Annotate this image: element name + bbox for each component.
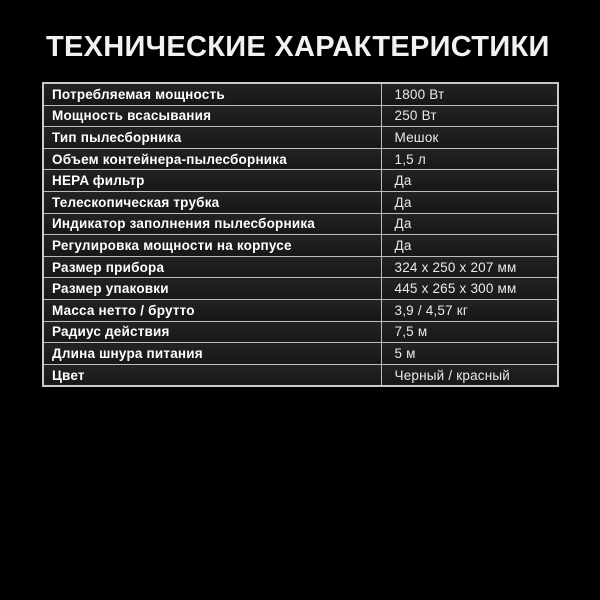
table-row: Размер прибора 324 х 250 х 207 мм [42,255,559,279]
spec-label: Потребляемая мощность [42,82,382,106]
spec-label: Длина шнура питания [42,342,382,365]
spec-label: Радиус действия [42,320,382,344]
spec-label: Объем контейнера-пылесборника [42,147,382,171]
spec-value: 1,5 л [380,147,559,171]
spec-label: Регулировка мощности на корпусе [42,234,382,257]
spec-value: 445 х 265 х 300 мм [380,277,559,300]
table-row: Регулировка мощности на корпусе Да [42,234,559,257]
spec-value: 5 м [380,342,559,365]
spec-value: 250 Вт [380,104,559,128]
spec-label: Индикатор заполнения пылесборника [42,212,382,236]
table-row: Цвет Черный / красный [42,363,559,387]
spec-value: 324 х 250 х 207 мм [380,255,559,279]
table-row: Радиус действия 7,5 м [42,320,559,344]
spec-value: Да [380,234,559,257]
spec-label: Цвет [42,363,382,387]
spec-label: Телескопическая трубка [42,190,382,214]
spec-value: 7,5 м [380,320,559,344]
table-row: Размер упаковки 445 х 265 х 300 мм [42,277,559,300]
spec-label: Размер прибора [42,255,382,279]
page-title: ТЕХНИЧЕСКИЕ ХАРАКТЕРИСТИКИ [46,31,550,63]
spec-label: Размер упаковки [42,277,382,300]
specs-table: Потребляемая мощность 1800 Вт Мощность в… [42,82,559,388]
table-row: Потребляемая мощность 1800 Вт [42,82,559,106]
spec-value: Да [380,169,559,192]
spec-value: Черный / красный [380,363,559,387]
spec-value: 1800 Вт [380,82,559,106]
spec-label: Масса нетто / брутто [42,298,382,322]
table-row: HEPA фильтр Да [42,169,559,192]
table-row: Масса нетто / брутто 3,9 / 4,57 кг [42,298,559,322]
spec-value: Да [380,212,559,236]
table-row: Мощность всасывания 250 Вт [42,104,559,128]
table-row: Индикатор заполнения пылесборника Да [42,212,559,236]
spec-label: Тип пылесборника [42,126,382,149]
table-row: Тип пылесборника Мешок [42,126,559,149]
spec-label: HEPA фильтр [42,169,382,192]
table-row: Длина шнура питания 5 м [42,342,559,365]
spec-value: Да [380,190,559,214]
spec-value: 3,9 / 4,57 кг [380,298,559,322]
spec-label: Мощность всасывания [42,104,382,128]
table-row: Объем контейнера-пылесборника 1,5 л [42,147,559,171]
spec-value: Мешок [380,126,559,149]
table-row: Телескопическая трубка Да [42,190,559,214]
